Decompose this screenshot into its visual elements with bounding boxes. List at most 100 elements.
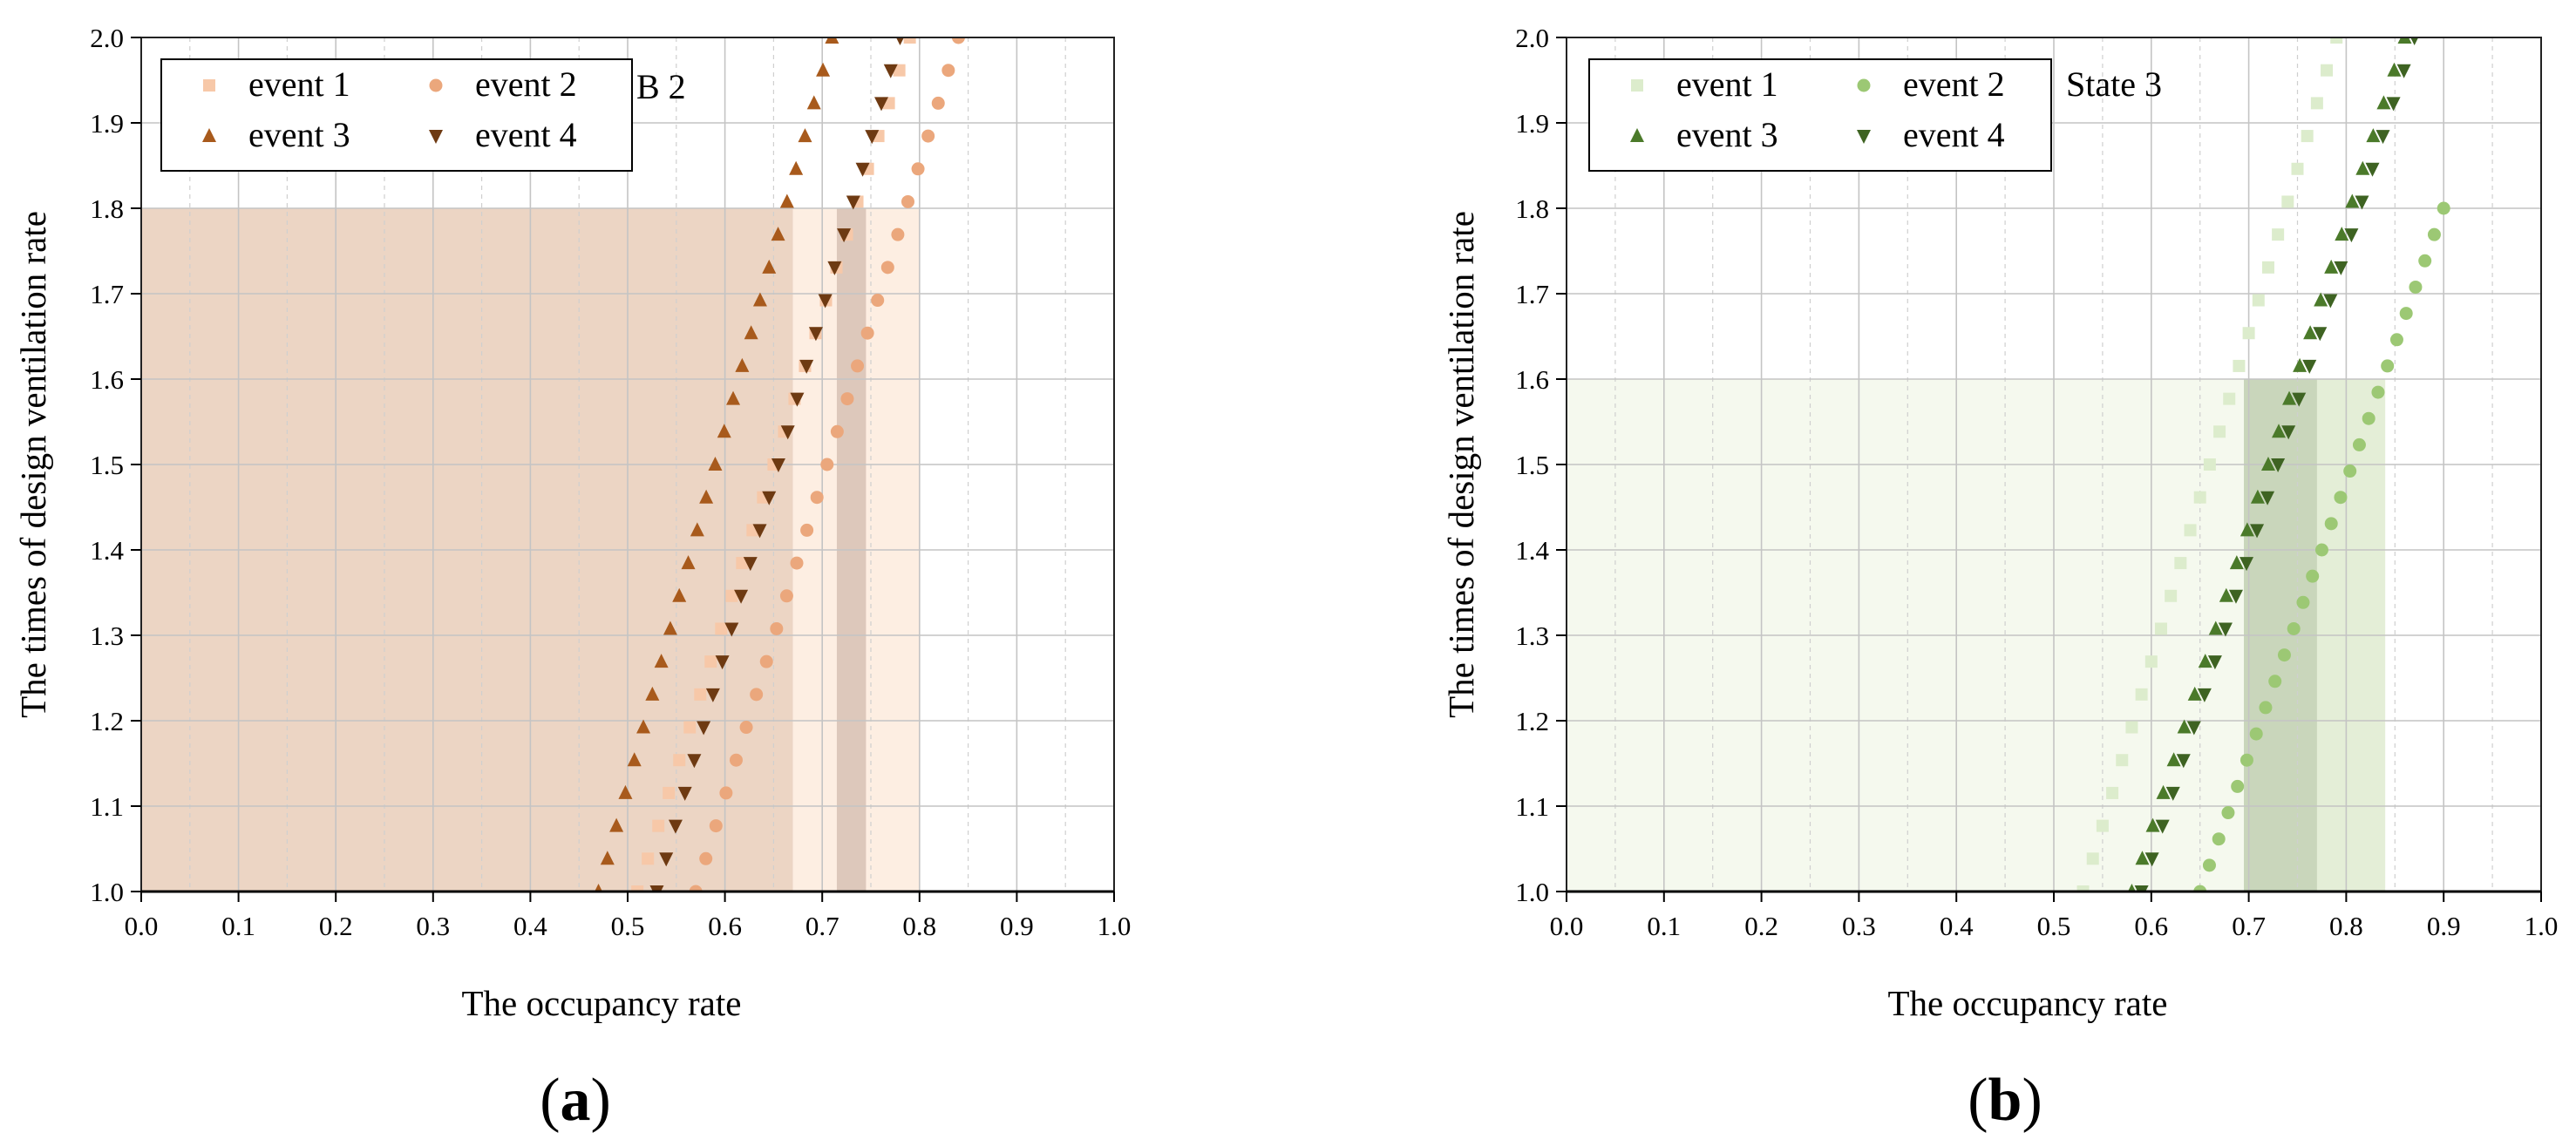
x-tick-label: 0.1 bbox=[221, 911, 255, 941]
data-point bbox=[2207, 655, 2222, 670]
data-point bbox=[2314, 292, 2328, 307]
data-point bbox=[2116, 754, 2129, 767]
data-point bbox=[2156, 784, 2171, 799]
series-event-2 bbox=[2193, 201, 2450, 892]
data-point bbox=[903, 37, 916, 44]
data-point bbox=[729, 753, 743, 767]
data-point bbox=[668, 819, 683, 834]
y-tick-label: 1.9 bbox=[1515, 108, 1549, 139]
x-tick-label: 0.0 bbox=[1550, 911, 1584, 941]
data-point bbox=[770, 621, 784, 635]
data-point bbox=[2231, 779, 2245, 793]
data-point bbox=[2330, 37, 2343, 44]
data-point bbox=[818, 294, 833, 309]
data-point bbox=[2272, 228, 2285, 241]
data-point bbox=[681, 555, 696, 570]
data-point bbox=[874, 97, 889, 112]
data-point bbox=[891, 227, 905, 241]
data-point bbox=[941, 64, 955, 78]
data-point bbox=[672, 587, 687, 602]
data-point bbox=[735, 357, 750, 372]
data-point bbox=[2427, 227, 2441, 241]
data-point bbox=[2271, 458, 2286, 472]
data-point bbox=[2106, 786, 2119, 799]
data-point bbox=[2193, 885, 2207, 892]
legend-label: event 1 bbox=[1676, 64, 1778, 104]
data-point bbox=[752, 524, 767, 539]
data-point bbox=[2134, 885, 2149, 892]
data-point bbox=[690, 522, 704, 537]
data-point bbox=[2365, 162, 2380, 177]
data-point bbox=[911, 162, 925, 176]
data-point bbox=[2249, 727, 2263, 741]
data-point bbox=[2334, 491, 2348, 505]
data-point bbox=[659, 852, 674, 867]
data-point bbox=[2291, 162, 2304, 175]
data-point bbox=[705, 688, 720, 702]
data-point bbox=[2203, 458, 2216, 471]
data-point bbox=[2197, 688, 2212, 702]
data-point bbox=[851, 359, 865, 373]
data-point bbox=[789, 160, 804, 175]
data-point bbox=[2323, 294, 2338, 309]
x-tick-label: 0.8 bbox=[902, 911, 936, 941]
data-point bbox=[2250, 524, 2265, 539]
data-point bbox=[2352, 437, 2366, 451]
data-point bbox=[2233, 359, 2246, 372]
x-tick-label: 0.3 bbox=[416, 911, 450, 941]
data-point bbox=[642, 852, 655, 865]
data-point bbox=[2145, 817, 2160, 832]
data-point bbox=[609, 817, 624, 832]
data-point bbox=[618, 784, 633, 799]
legend-marker bbox=[1857, 78, 1871, 92]
series-event-3 bbox=[2127, 37, 2412, 892]
data-point bbox=[739, 721, 753, 735]
data-point bbox=[708, 457, 723, 471]
data-point bbox=[652, 819, 665, 832]
data-point bbox=[2268, 675, 2282, 688]
x-tick-label: 0.0 bbox=[125, 911, 159, 941]
data-point bbox=[2397, 37, 2412, 44]
data-point bbox=[799, 359, 814, 374]
x-tick-label: 0.3 bbox=[1842, 911, 1876, 941]
data-point bbox=[779, 193, 794, 208]
data-point bbox=[2135, 688, 2148, 701]
data-point bbox=[2321, 64, 2334, 77]
data-point bbox=[2186, 721, 2201, 736]
data-point bbox=[762, 491, 777, 505]
data-point bbox=[825, 37, 839, 44]
data-point bbox=[2221, 806, 2235, 820]
data-point bbox=[2174, 557, 2187, 570]
x-tick-label: 1.0 bbox=[1098, 911, 1132, 941]
x-tick-label: 0.4 bbox=[1940, 911, 1974, 941]
series-event-4 bbox=[649, 37, 904, 892]
x-tick-label: 0.4 bbox=[513, 911, 547, 941]
data-point bbox=[734, 589, 749, 604]
data-point bbox=[846, 195, 860, 210]
y-tick-label: 1.7 bbox=[90, 279, 124, 309]
y-tick-label: 2.0 bbox=[1515, 23, 1549, 53]
y-tick-label: 1.4 bbox=[1515, 535, 1549, 566]
legend-label: event 2 bbox=[1903, 64, 2005, 104]
x-tick-label: 0.9 bbox=[1000, 911, 1034, 941]
data-point bbox=[2240, 753, 2253, 767]
data-point bbox=[2399, 307, 2413, 321]
legend-marker bbox=[1630, 128, 1644, 142]
data-point bbox=[2184, 524, 2197, 537]
data-point bbox=[2212, 832, 2226, 846]
data-point bbox=[2387, 62, 2402, 77]
data-point bbox=[2125, 721, 2138, 734]
data-point bbox=[2144, 655, 2158, 668]
legend: event 1 event 2 event 3 event 4 bbox=[160, 58, 633, 172]
y-axis-title: The times of design ventilation rate bbox=[1441, 211, 1481, 718]
data-point bbox=[855, 162, 870, 177]
x-tick-label: 0.2 bbox=[1744, 911, 1778, 941]
x-tick-label: 0.2 bbox=[319, 911, 353, 941]
data-point bbox=[2344, 228, 2359, 243]
data-point bbox=[699, 851, 713, 865]
data-point bbox=[2355, 195, 2369, 210]
series-event-4 bbox=[2134, 37, 2419, 892]
data-point bbox=[694, 688, 707, 701]
y-tick-label: 1.0 bbox=[90, 877, 124, 907]
data-point bbox=[2202, 858, 2216, 872]
